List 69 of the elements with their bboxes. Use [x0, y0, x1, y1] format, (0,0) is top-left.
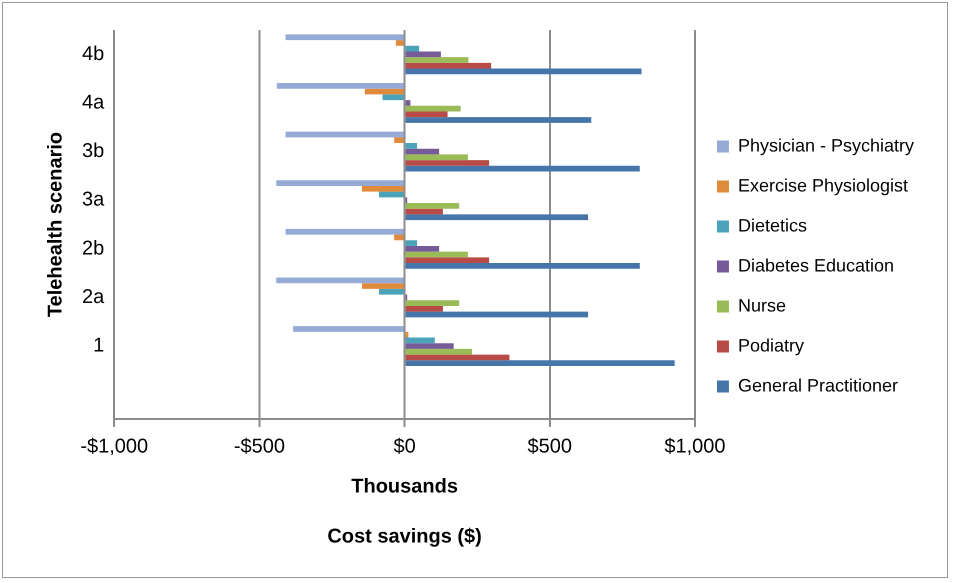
bar	[406, 203, 460, 209]
bar	[406, 117, 592, 123]
bar	[406, 360, 675, 366]
bar	[406, 46, 420, 52]
bar	[286, 132, 404, 138]
y-tick-label: 3a	[82, 188, 106, 211]
legend-label: General Practitioner	[738, 375, 898, 396]
bar	[362, 283, 404, 289]
bar	[406, 208, 443, 214]
bar	[406, 252, 468, 258]
bar	[379, 192, 404, 198]
bar	[276, 278, 404, 284]
bar	[286, 228, 404, 235]
x-tick-label: $1,000	[664, 436, 726, 458]
bar	[406, 338, 435, 344]
bar	[364, 88, 404, 94]
x-tick-label: $0	[393, 436, 416, 458]
bar	[394, 137, 404, 144]
bar	[406, 111, 448, 118]
bar	[406, 214, 588, 220]
bar	[362, 186, 404, 192]
bar	[406, 62, 492, 69]
legend-label: Exercise Physiologist	[738, 175, 908, 196]
y-tick-label: 2a	[82, 286, 106, 308]
bar	[406, 68, 642, 74]
bar	[394, 234, 404, 240]
legend-label: Nurse	[738, 295, 786, 316]
legend-label: Dietetics	[738, 215, 807, 236]
legend-label: Physician - Psychiatry	[738, 135, 914, 156]
bar	[406, 240, 418, 246]
y-tick-label: 3b	[82, 140, 104, 162]
legend-label: Podiatry	[738, 335, 804, 356]
bar	[406, 354, 510, 360]
bar	[293, 326, 404, 332]
text: Cost savings ($)	[327, 526, 482, 548]
legend-label: Diabetes Education	[738, 255, 894, 276]
y-tick-label: 4a	[82, 91, 106, 114]
bar	[406, 300, 460, 306]
x-axis-title: Thousands	[351, 476, 458, 498]
bar	[406, 348, 472, 355]
bar	[406, 343, 454, 349]
x-tick-label: $500	[528, 436, 572, 458]
bar	[406, 332, 408, 338]
bar	[396, 40, 404, 46]
bar	[276, 83, 404, 89]
bar	[379, 288, 404, 295]
bar	[406, 154, 468, 160]
bar	[406, 106, 461, 112]
bar	[406, 143, 418, 149]
bar	[406, 51, 441, 58]
y-axis-title: Telehealth scenario	[44, 132, 67, 318]
bar	[276, 180, 404, 186]
bar	[406, 306, 443, 312]
y-tick-label: 1	[93, 334, 104, 357]
y-tick-label: 2b	[82, 237, 104, 260]
bar	[286, 34, 404, 40]
y-tick-label: 4b	[82, 42, 104, 65]
bar	[406, 166, 640, 172]
bar	[406, 100, 410, 106]
bar	[406, 257, 490, 264]
bar	[406, 246, 440, 252]
bar	[406, 148, 440, 154]
bar	[406, 160, 490, 166]
bar	[406, 312, 588, 318]
bar	[382, 94, 404, 100]
bar	[406, 57, 468, 63]
bar	[406, 263, 640, 269]
x-tick-label: -$500	[234, 436, 285, 458]
x-tick-label: -$1,000	[80, 436, 148, 458]
